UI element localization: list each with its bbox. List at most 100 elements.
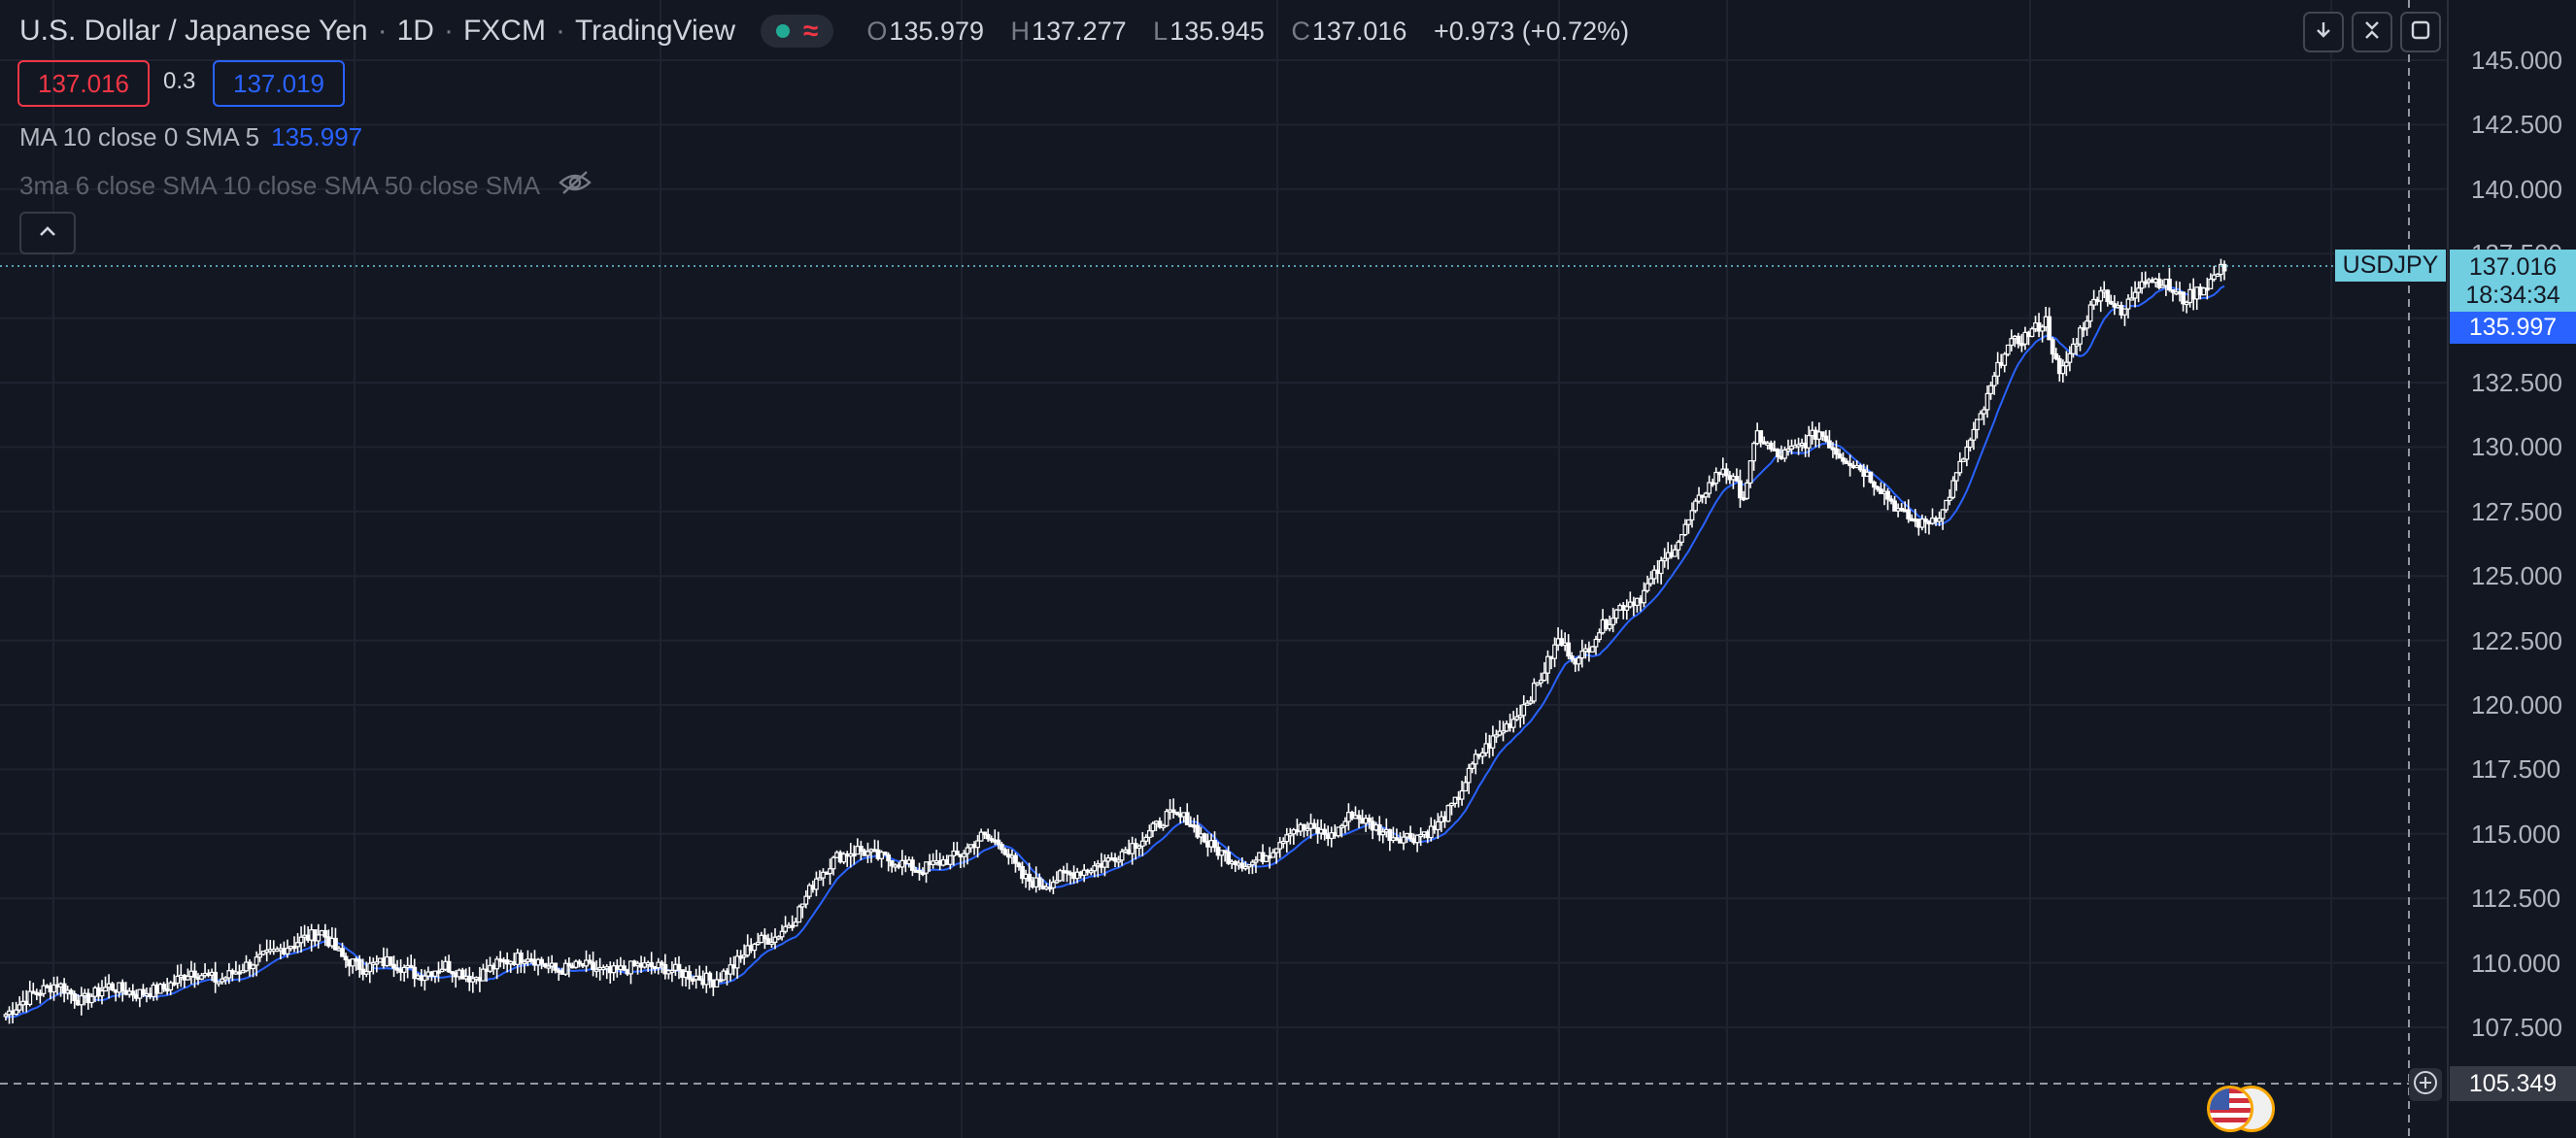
candle-body	[388, 955, 393, 965]
candle-body	[1782, 449, 1787, 459]
candle-body	[1676, 541, 1681, 551]
market-status-pill[interactable]: ≈	[761, 15, 834, 48]
candle-body	[1119, 851, 1125, 861]
candle-body	[628, 960, 633, 975]
candle-body	[1785, 448, 1791, 452]
collapse-legend-button[interactable]	[19, 212, 76, 254]
collapse-panes-button[interactable]	[2352, 12, 2392, 52]
candle-body	[889, 859, 895, 867]
candle-body	[734, 955, 740, 969]
candle-body	[17, 1004, 22, 1011]
crosshair-price-value: 105.349	[2468, 1069, 2558, 1097]
candle-body	[687, 970, 692, 980]
interval-label[interactable]: 1D	[396, 15, 434, 47]
candle-body	[1521, 704, 1527, 717]
candle-body	[2067, 352, 2073, 363]
candle-body	[1184, 812, 1190, 825]
candle-body	[1250, 861, 1255, 866]
ma-value: 135.997	[271, 122, 363, 151]
sell-button[interactable]: 137.016	[17, 60, 150, 107]
candle-body	[1367, 818, 1373, 822]
candle-body	[1539, 679, 1543, 684]
ma-line	[5, 284, 2225, 1020]
candle-body	[3, 1014, 9, 1018]
legend-header[interactable]: U.S. Dollar / Japanese Yen · 1D · FXCM ·…	[19, 12, 1629, 50]
candle-body	[1054, 880, 1060, 884]
us-flag-icon[interactable]	[2207, 1086, 2254, 1132]
candle-body	[2074, 343, 2080, 347]
candle-body	[1535, 682, 1541, 686]
candle-body	[1036, 877, 1042, 887]
candle-body	[1593, 638, 1599, 648]
candle-body	[947, 854, 953, 865]
ma-price-value: 135.997	[2468, 314, 2558, 341]
candle-body	[2081, 327, 2086, 331]
candle-body	[1524, 702, 1530, 706]
candle-body	[1164, 811, 1169, 826]
candle-body	[714, 979, 720, 987]
candle-body	[1302, 823, 1306, 830]
candle-body	[1212, 840, 1217, 849]
add-order-button[interactable]	[2409, 1068, 2442, 1101]
candle-body	[161, 984, 167, 990]
candle-body	[696, 975, 702, 981]
candle-body	[1644, 583, 1650, 591]
fullscreen-button[interactable]	[2400, 12, 2441, 52]
candle-body	[841, 853, 847, 863]
candle-body	[962, 853, 966, 857]
ma-price-tag: 135.997	[2450, 312, 2576, 344]
candle-body	[1642, 589, 1646, 604]
chevron-up-icon	[38, 224, 57, 243]
candle-body	[1971, 428, 1977, 441]
candle-body	[494, 958, 499, 970]
candle-body	[649, 961, 655, 968]
low-label: L	[1153, 16, 1169, 46]
candle-body	[222, 977, 228, 981]
eye-off-icon[interactable]	[558, 169, 593, 203]
candle-body	[996, 839, 1001, 846]
candle-body	[593, 968, 599, 972]
symbol-name[interactable]: U.S. Dollar / Japanese Yen	[19, 15, 368, 47]
candle-body	[1723, 468, 1729, 477]
candle-body	[1875, 485, 1881, 490]
candle-body	[61, 983, 67, 994]
candle-body	[591, 961, 595, 970]
candle-body	[1407, 832, 1413, 840]
candle-body	[1161, 824, 1166, 828]
candle-body	[1311, 822, 1317, 829]
price-axis-tick: 122.500	[2471, 625, 2562, 655]
candle-body	[1143, 836, 1149, 842]
candle-body	[2211, 274, 2217, 281]
candle-body	[1662, 557, 1668, 562]
candle-body	[1473, 753, 1478, 765]
ma-polyline	[5, 284, 2225, 1020]
ma-indicator-legend[interactable]: MA 10 close 0 SMA 5 135.997	[19, 122, 362, 152]
candle-body	[1239, 862, 1245, 869]
candle-body	[254, 956, 259, 966]
candle-body	[343, 955, 349, 961]
candle-body	[779, 930, 785, 938]
candle-body	[924, 861, 929, 874]
candle-body	[363, 970, 369, 975]
candle-body	[1978, 413, 1983, 420]
download-button[interactable]	[2303, 12, 2344, 52]
open-label: O	[866, 16, 888, 46]
buy-button[interactable]: 137.019	[213, 60, 345, 107]
candle-body	[130, 990, 136, 996]
candle-body	[1944, 499, 1949, 511]
candle-body	[1242, 865, 1248, 870]
candle-body	[1280, 840, 1286, 845]
candle-body	[1146, 830, 1152, 838]
candle-body	[662, 964, 668, 975]
ma3-indicator-legend[interactable]: 3ma 6 close SMA 10 close SMA 50 close SM…	[19, 169, 593, 203]
chart-grid	[0, 0, 2448, 1138]
candle-body	[2085, 320, 2089, 329]
candle-body	[2078, 327, 2083, 345]
candle-body	[439, 968, 445, 973]
price-axis-tick: 117.500	[2471, 754, 2561, 785]
candle-body	[1975, 418, 1980, 431]
candle-body	[539, 958, 544, 965]
candle-body	[1470, 763, 1475, 770]
candle-body	[1745, 482, 1749, 499]
